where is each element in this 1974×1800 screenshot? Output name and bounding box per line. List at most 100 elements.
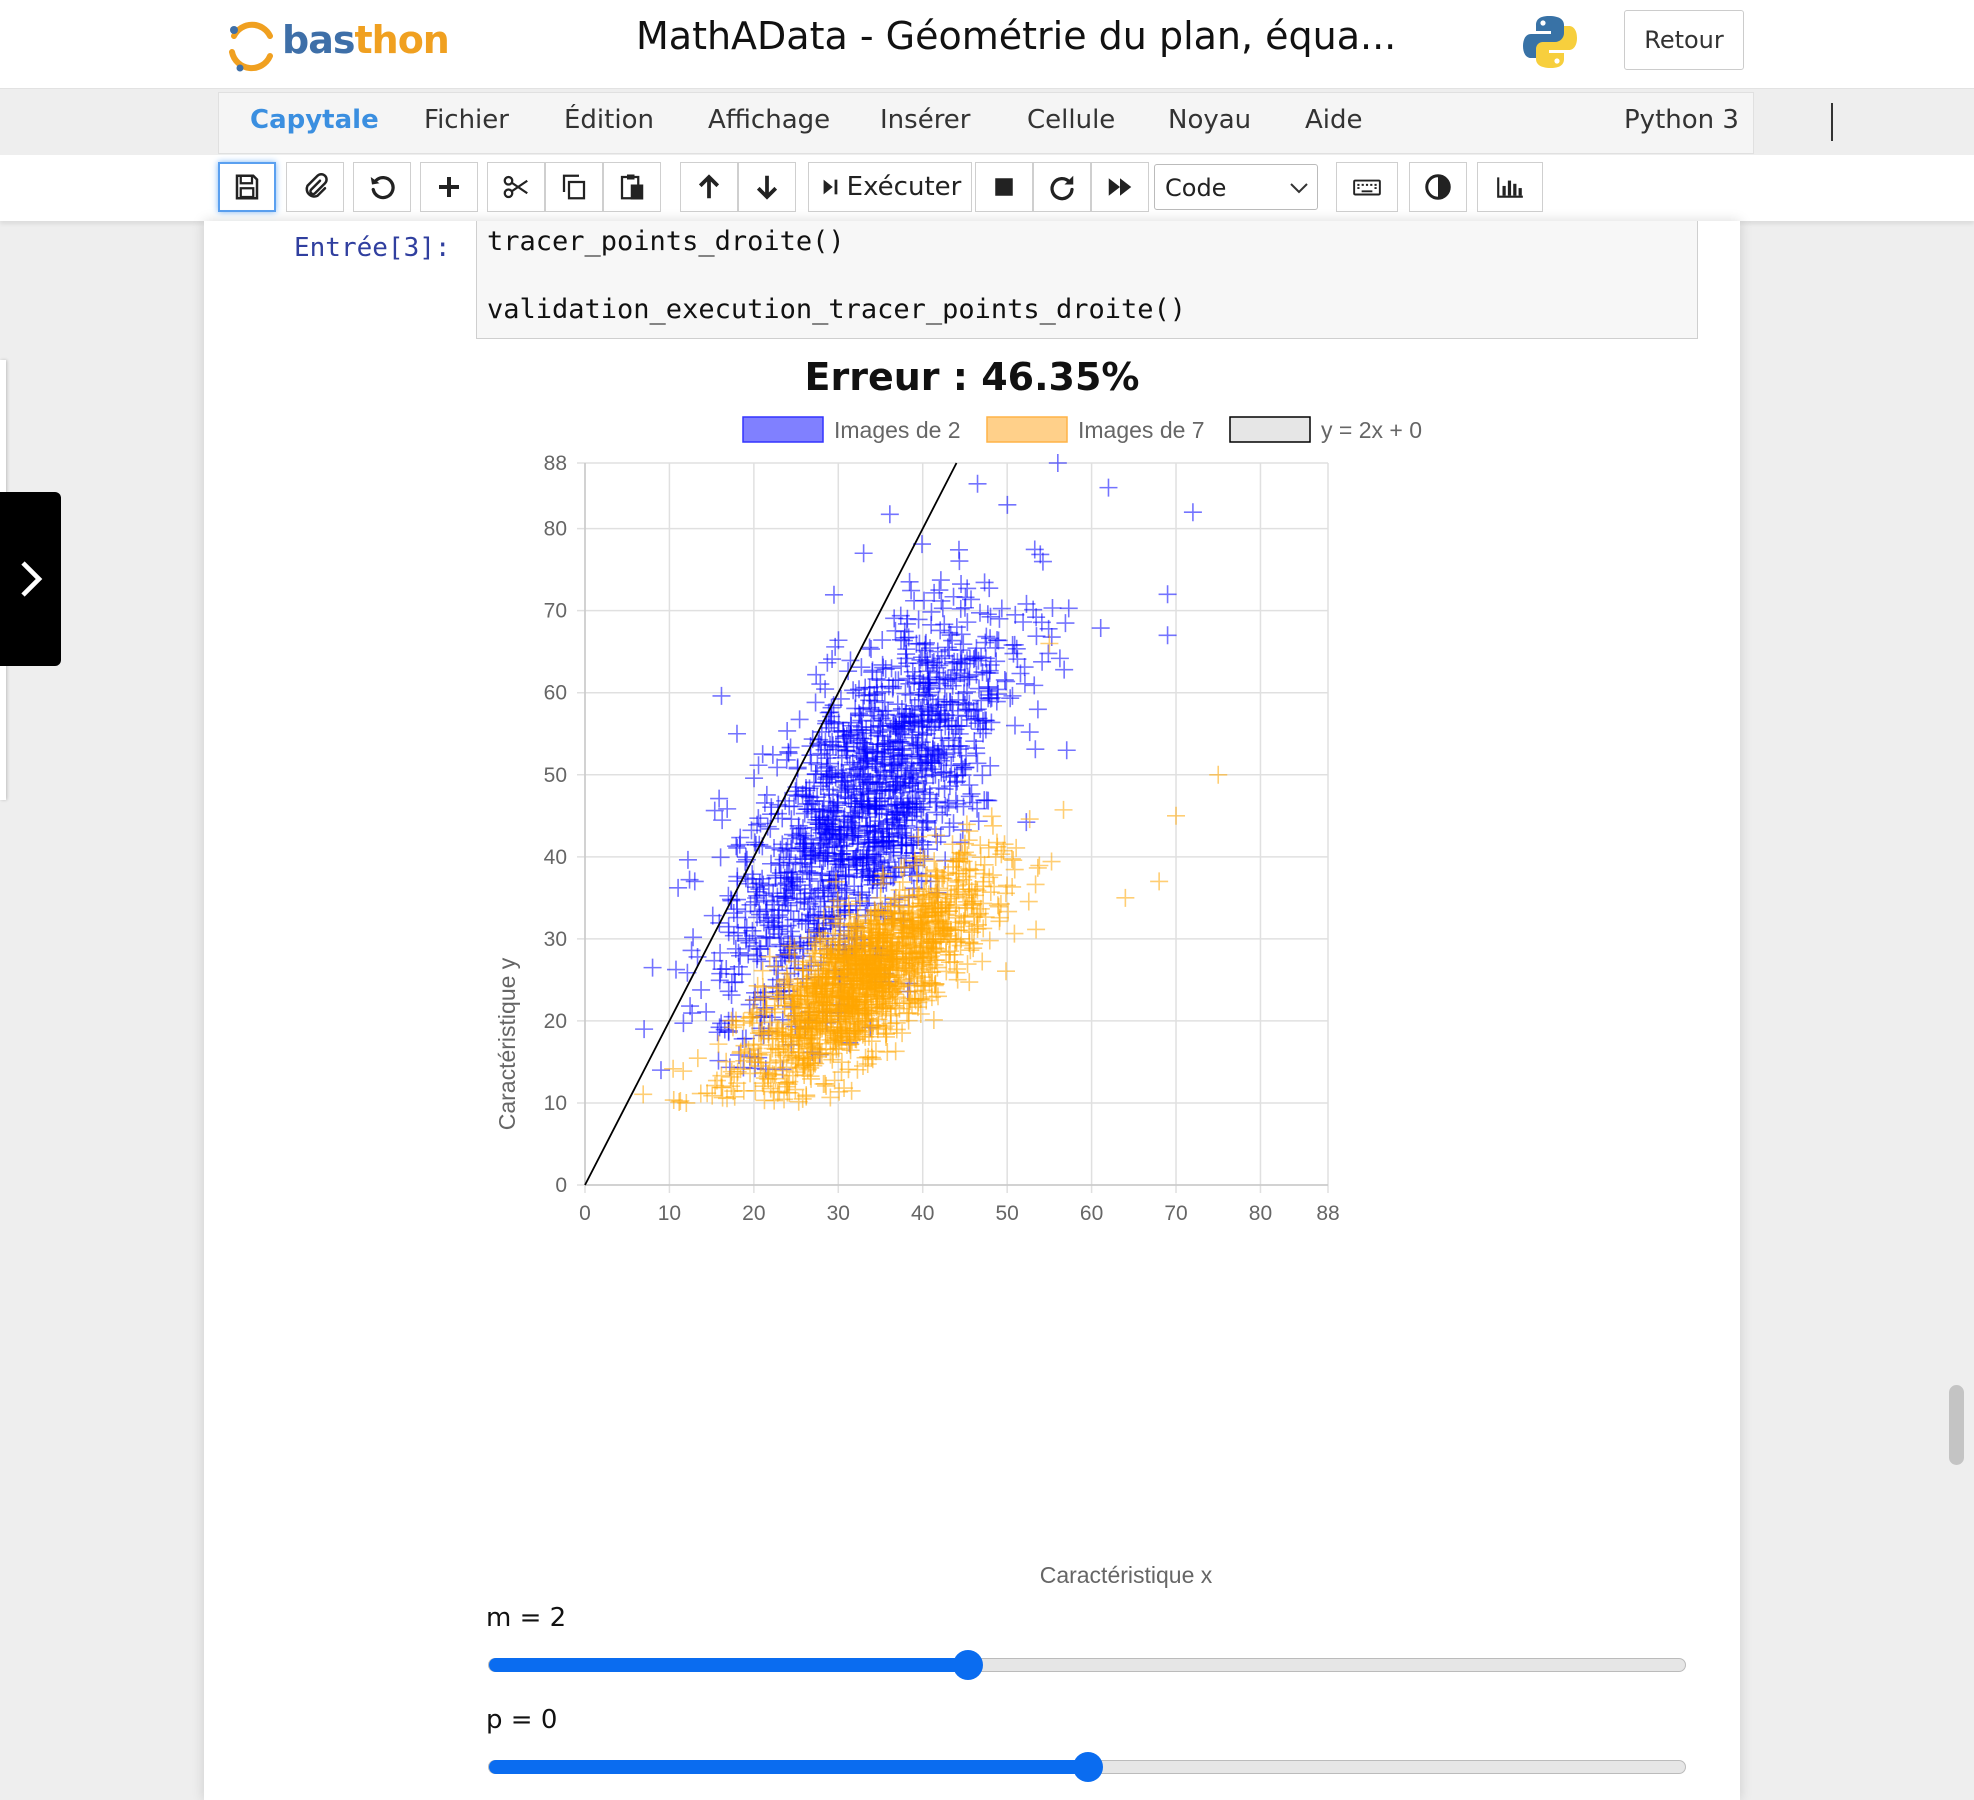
kernel-name: Python 3 xyxy=(1624,105,1739,135)
paste-icon xyxy=(620,174,644,200)
data-point xyxy=(789,816,808,835)
keyboard-shortcuts-button[interactable] xyxy=(1336,162,1398,212)
menu-aide[interactable]: Aide xyxy=(1305,105,1363,135)
data-point xyxy=(770,1082,789,1101)
data-point xyxy=(875,857,894,876)
legend-label-line[interactable]: y = 2x + 0 xyxy=(1321,417,1422,443)
interrupt-button[interactable] xyxy=(975,162,1033,212)
menu-affichage[interactable]: Affichage xyxy=(708,105,831,135)
data-point xyxy=(834,723,853,742)
move-up-button[interactable] xyxy=(680,162,738,212)
copy-button[interactable] xyxy=(545,162,603,212)
paste-button[interactable] xyxy=(603,162,661,212)
data-point xyxy=(931,621,950,640)
menu-inserer[interactable]: Insérer xyxy=(880,105,971,135)
contrast-button[interactable] xyxy=(1409,162,1467,212)
slider-p-fill xyxy=(489,1760,1088,1774)
restart-button[interactable] xyxy=(1033,162,1091,212)
data-point xyxy=(969,812,988,831)
cut-button[interactable] xyxy=(487,162,545,212)
data-point xyxy=(708,1023,727,1042)
data-point xyxy=(938,638,957,657)
data-point xyxy=(935,745,954,764)
data-point xyxy=(936,670,955,689)
menu-cellule[interactable]: Cellule xyxy=(1027,105,1116,135)
slider-p-thumb[interactable] xyxy=(1073,1752,1103,1782)
menu-noyau[interactable]: Noyau xyxy=(1168,105,1252,135)
data-point xyxy=(976,633,995,652)
back-button[interactable]: Retour xyxy=(1624,10,1744,70)
data-point xyxy=(793,839,812,858)
code-cell-input[interactable]: tracer_points_droite() validation_execut… xyxy=(476,221,1698,339)
data-point xyxy=(911,701,930,720)
legend-label-images-7[interactable]: Images de 7 xyxy=(1078,417,1205,443)
data-point xyxy=(959,831,978,850)
chart-button[interactable] xyxy=(1477,162,1543,212)
data-point xyxy=(937,748,956,767)
data-point xyxy=(752,1036,771,1055)
slider-p-track[interactable] xyxy=(488,1752,1686,1782)
data-point xyxy=(710,971,729,990)
legend-label-images-2[interactable]: Images de 2 xyxy=(834,417,961,443)
keyboard-icon xyxy=(1353,179,1381,196)
menu-edition[interactable]: Édition xyxy=(564,105,654,135)
data-point xyxy=(873,744,892,763)
data-point xyxy=(797,779,816,798)
data-point xyxy=(1015,674,1034,693)
slider-p-label: p = 0 xyxy=(486,1705,558,1735)
data-point xyxy=(883,679,902,698)
data-point xyxy=(769,961,788,980)
data-point xyxy=(766,866,785,885)
basthon-logo[interactable]: basthon xyxy=(226,16,456,72)
data-point xyxy=(713,1088,732,1107)
data-point xyxy=(1025,676,1044,695)
run-all-button[interactable] xyxy=(1091,162,1149,212)
data-point xyxy=(759,1070,778,1089)
slider-m-thumb[interactable] xyxy=(953,1650,984,1680)
menu-fichier[interactable]: Fichier xyxy=(424,105,509,135)
data-point xyxy=(998,495,1017,514)
scrollbar-thumb[interactable] xyxy=(1949,1385,1964,1465)
data-point xyxy=(853,974,872,993)
stop-icon xyxy=(995,178,1013,196)
data-point xyxy=(854,1057,873,1075)
data-point xyxy=(711,848,730,867)
run-button[interactable]: Exécuter xyxy=(808,162,972,212)
data-point xyxy=(806,765,825,784)
cell-type-select[interactable]: Code xyxy=(1154,164,1318,210)
move-down-button[interactable] xyxy=(738,162,796,212)
data-point xyxy=(786,854,805,873)
run-icon xyxy=(823,179,837,195)
data-point xyxy=(725,1087,744,1106)
attach-button[interactable] xyxy=(286,162,344,212)
data-point xyxy=(882,659,901,678)
data-point xyxy=(892,823,911,842)
data-point xyxy=(935,646,954,665)
data-point xyxy=(892,792,911,811)
data-point xyxy=(835,771,854,790)
data-point xyxy=(770,1040,789,1059)
data-point xyxy=(922,615,941,634)
x-tick-label: 0 xyxy=(579,1202,591,1225)
data-point xyxy=(664,1091,683,1110)
undo-button[interactable] xyxy=(353,162,411,212)
slider-m-track[interactable] xyxy=(488,1650,1686,1680)
menu-capytale[interactable]: Capytale xyxy=(250,105,379,135)
data-point xyxy=(890,808,909,827)
data-point xyxy=(826,830,845,849)
data-point xyxy=(933,805,952,824)
data-point xyxy=(890,929,909,948)
data-point xyxy=(878,1043,897,1062)
y-tick-label: 70 xyxy=(544,600,567,623)
data-point xyxy=(899,898,918,917)
data-point xyxy=(775,868,794,887)
data-point xyxy=(930,879,949,898)
basthon-logo-icon xyxy=(229,21,273,72)
data-point xyxy=(839,987,858,1006)
data-point xyxy=(909,827,928,846)
data-point xyxy=(1005,860,1024,879)
save-button[interactable] xyxy=(218,162,276,212)
sidebar-toggle[interactable] xyxy=(0,492,61,666)
data-point xyxy=(775,1090,794,1109)
insert-cell-button[interactable] xyxy=(420,162,478,212)
